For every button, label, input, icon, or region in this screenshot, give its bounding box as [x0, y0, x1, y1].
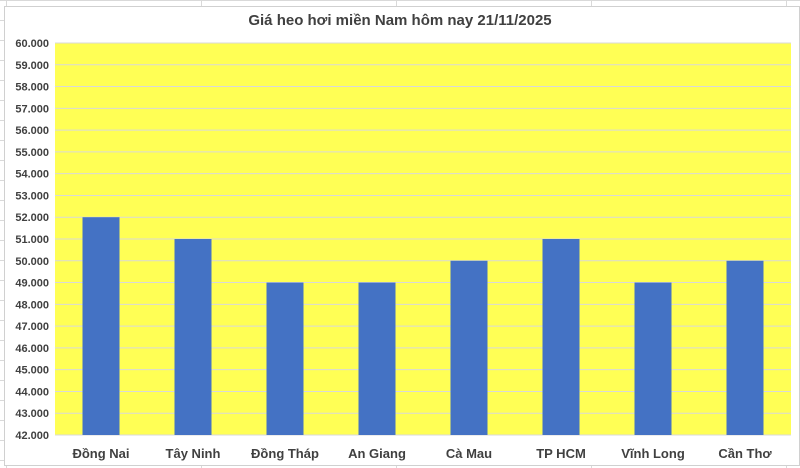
bar	[358, 282, 396, 435]
x-tick-label: Đồng Tháp	[251, 446, 319, 461]
x-tick-label: Cần Thơ	[718, 446, 772, 461]
y-tick-label: 42.000	[15, 430, 49, 442]
chart-title: Giá heo hơi miền Nam hôm nay 21/11/2025	[248, 12, 552, 29]
y-tick-label: 54.000	[15, 169, 49, 181]
y-tick-label: 55.000	[15, 147, 49, 159]
bar	[450, 260, 488, 435]
y-tick-label: 53.000	[15, 190, 49, 202]
y-tick-label: 47.000	[15, 321, 49, 333]
y-tick-label: 50.000	[15, 256, 49, 268]
x-tick-label: Vĩnh Long	[621, 446, 685, 461]
y-tick-label: 44.000	[15, 386, 49, 398]
x-tick-label: Đồng Nai	[72, 446, 129, 461]
bar	[726, 260, 764, 435]
y-tick-label: 51.000	[15, 234, 49, 246]
x-tick-label: Cà Mau	[446, 446, 492, 461]
y-tick-label: 49.000	[15, 278, 49, 290]
y-tick-label: 56.000	[15, 125, 49, 137]
x-tick-label: An Giang	[348, 446, 406, 461]
bar	[266, 282, 304, 435]
x-tick-label: TP HCM	[536, 446, 586, 461]
y-tick-label: 46.000	[15, 343, 49, 355]
bar	[82, 217, 120, 435]
y-tick-label: 48.000	[15, 299, 49, 311]
y-tick-label: 60.000	[15, 38, 49, 50]
bar	[174, 239, 212, 435]
bar	[634, 282, 672, 435]
y-tick-label: 52.000	[15, 212, 49, 224]
bar	[542, 239, 580, 435]
y-tick-label: 57.000	[15, 103, 49, 115]
y-tick-label: 45.000	[15, 365, 49, 377]
x-tick-label: Tây Ninh	[166, 446, 221, 461]
y-tick-label: 59.000	[15, 60, 49, 72]
y-tick-label: 43.000	[15, 408, 49, 420]
y-tick-label: 58.000	[15, 82, 49, 94]
